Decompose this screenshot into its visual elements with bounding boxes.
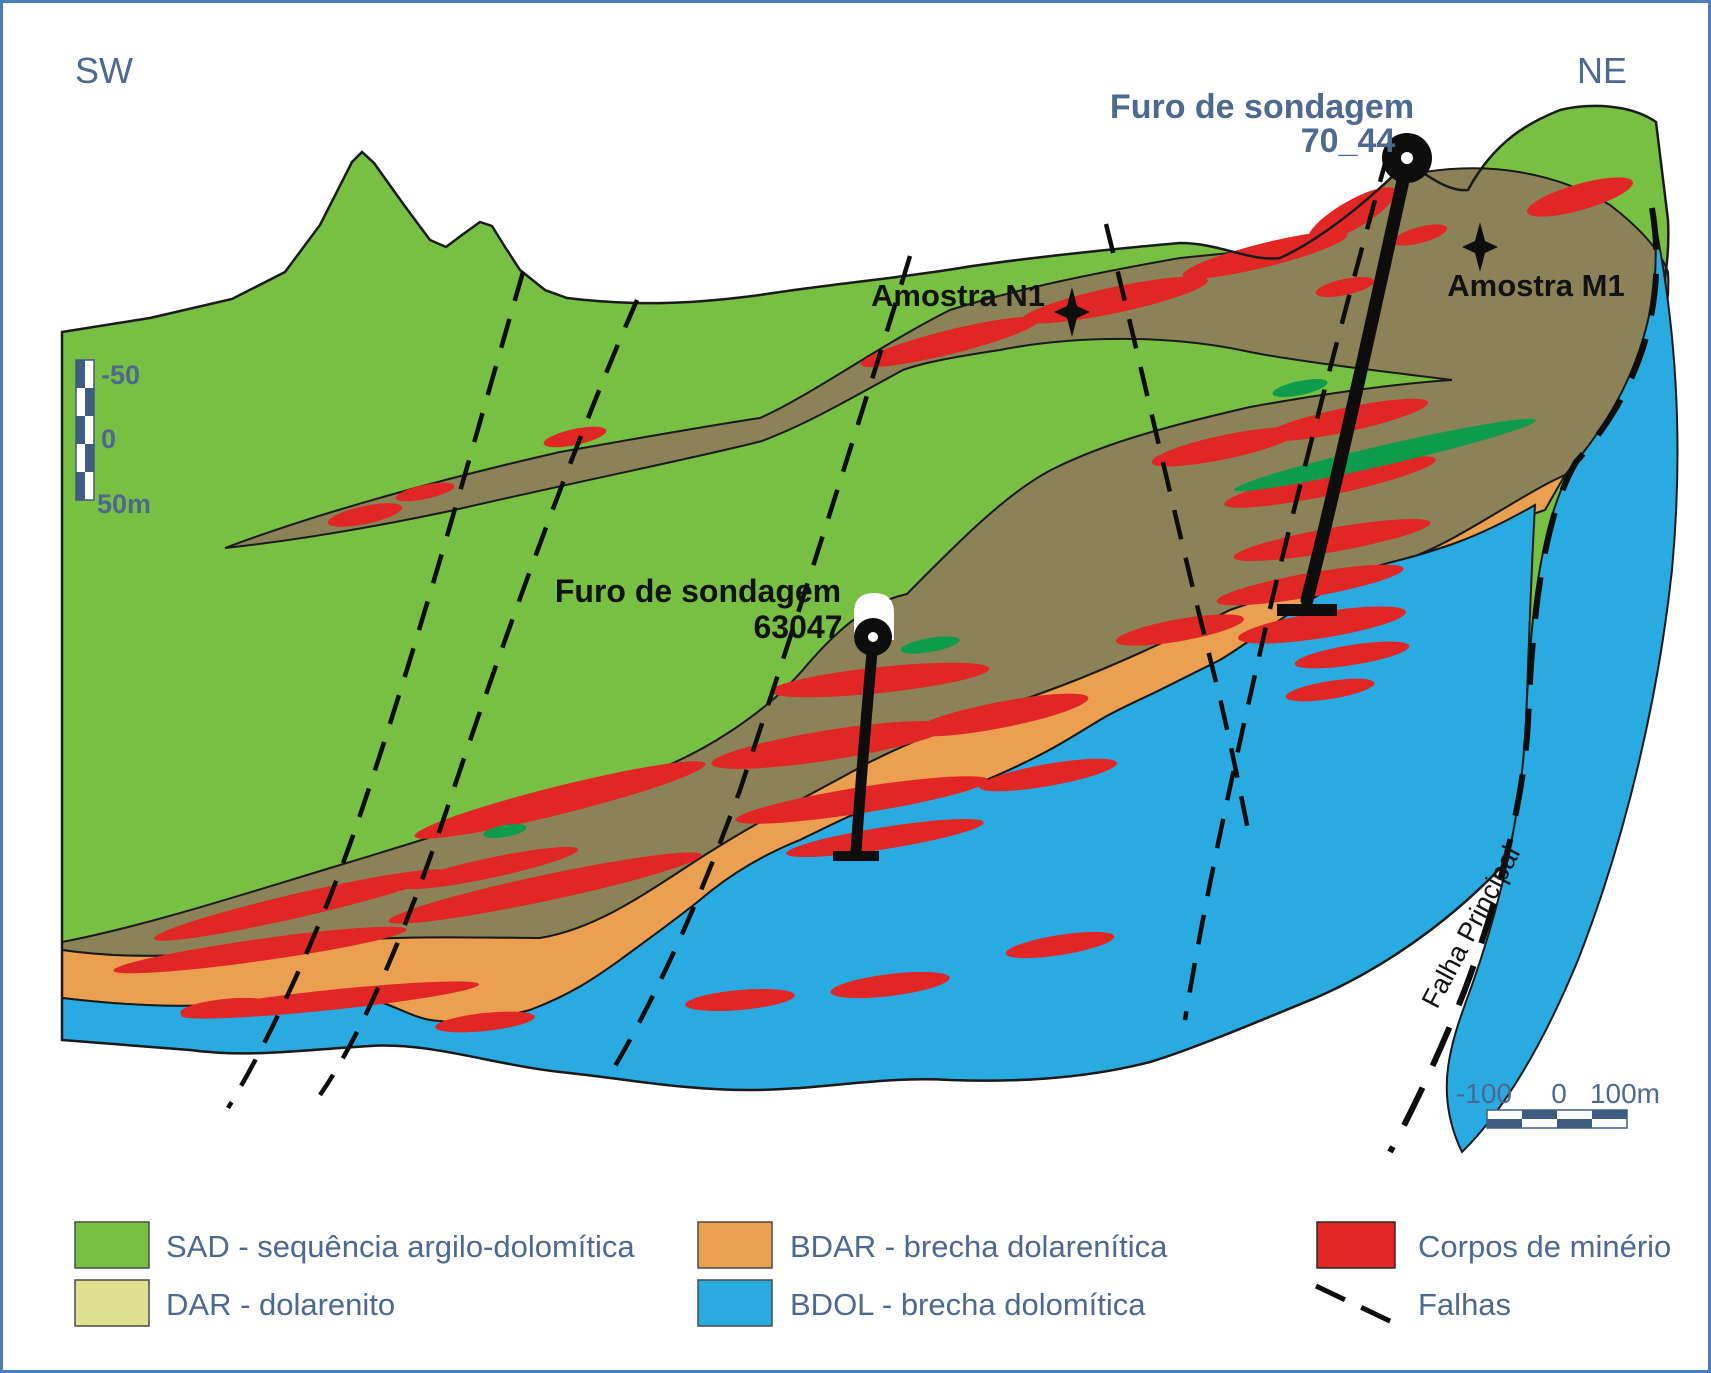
legend-item-bdol: BDOL - brecha dolomítica xyxy=(697,1279,1146,1327)
legend-swatch-sad xyxy=(74,1221,150,1269)
fault-line-3 xyxy=(606,255,913,1080)
borehole-70-44-collar-center xyxy=(1401,152,1413,164)
legend-swatch-bdol xyxy=(697,1279,773,1327)
vertical-scale-top-label: -50 xyxy=(101,360,140,390)
borehole-70-44-id: 70_44 xyxy=(1301,122,1396,160)
horizontal-scale-bar: -100 0 100m xyxy=(1456,1078,1660,1129)
legend-item-faults: Falhas xyxy=(1314,1283,1511,1325)
fault-line-2 xyxy=(318,299,640,1097)
direction-sw-label: SW xyxy=(75,50,133,91)
legend-label-bdar: BDAR - brecha dolarenítica xyxy=(790,1229,1168,1264)
main-fault-line xyxy=(1387,207,1660,1154)
vertical-scale-checker xyxy=(75,359,95,501)
legend-label-sad: SAD - sequência argilo-dolomítica xyxy=(166,1229,635,1264)
sample-m1-label: Amostra M1 xyxy=(1447,268,1624,303)
legend: SAD - sequência argilo-dolomítica DAR - … xyxy=(74,1221,1671,1327)
borehole-70-44-title: Furo de sondagem xyxy=(1110,88,1414,126)
borehole-63047 xyxy=(833,593,894,861)
direction-ne-label: NE xyxy=(1577,50,1627,91)
legend-label-bdol: BDOL - brecha dolomítica xyxy=(790,1287,1146,1322)
legend-item-ore: Corpos de minério xyxy=(1316,1221,1671,1269)
sample-star-m1-icon xyxy=(1462,222,1498,272)
legend-fault-dash-icon xyxy=(1314,1283,1394,1325)
horizontal-scale-right-label: 100m xyxy=(1590,1078,1660,1109)
legend-label-dar: DAR - dolarenito xyxy=(166,1287,395,1322)
borehole-63047-trace xyxy=(850,646,878,858)
legend-item-dar: DAR - dolarenito xyxy=(74,1279,395,1327)
fault-line-4 xyxy=(1103,223,1251,831)
vertical-scale-bar: -50 0 50m xyxy=(75,359,151,519)
legend-swatch-dar xyxy=(74,1279,150,1327)
vertical-scale-bottom-label: 50m xyxy=(97,489,151,519)
horizontal-scale-mid-label: 0 xyxy=(1551,1078,1567,1109)
legend-label-faults: Falhas xyxy=(1418,1287,1511,1322)
fault-line-5 xyxy=(1182,152,1391,1021)
legend-swatch-bdar xyxy=(697,1221,773,1269)
legend-swatch-ore xyxy=(1316,1221,1396,1269)
horizontal-scale-left-label: -100 xyxy=(1456,1078,1512,1109)
sample-n1-label: Amostra N1 xyxy=(871,278,1045,313)
bdol-fault-wedge xyxy=(1445,207,1679,1154)
legend-label-ore: Corpos de minério xyxy=(1418,1229,1671,1264)
dark-green-lenses xyxy=(483,379,1537,839)
borehole-63047-id: 63047 xyxy=(754,609,843,645)
borehole-63047-title: Furo de sondagem xyxy=(555,573,841,609)
legend-item-bdar: BDAR - brecha dolarenítica xyxy=(697,1221,1168,1269)
borehole-70-44-trace xyxy=(1300,169,1411,607)
fault-lines xyxy=(226,152,1660,1154)
borehole-63047-collar-center xyxy=(868,632,878,642)
legend-item-sad: SAD - sequência argilo-dolomítica xyxy=(74,1221,635,1269)
vertical-scale-mid-label: 0 xyxy=(101,424,116,454)
borehole-70-44 xyxy=(1277,133,1432,616)
sample-star-n1-icon xyxy=(1054,287,1090,337)
horizontal-scale-checker xyxy=(1486,1109,1628,1129)
